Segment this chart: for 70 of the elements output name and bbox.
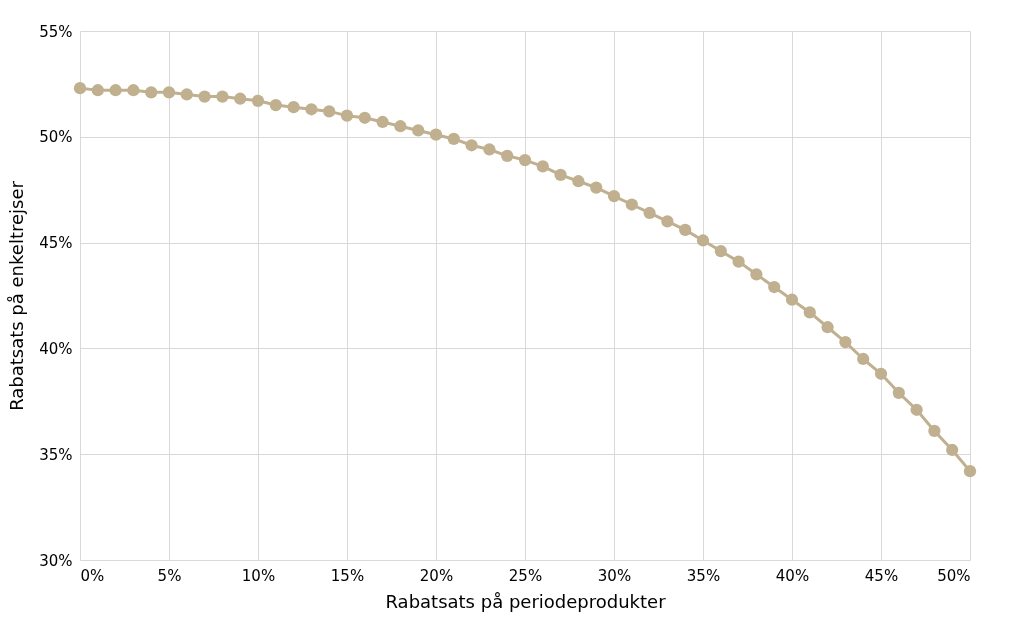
x-tick-label: 20% bbox=[419, 566, 454, 585]
point bbox=[180, 88, 193, 101]
point bbox=[839, 335, 852, 349]
point bbox=[785, 293, 799, 306]
point bbox=[234, 92, 247, 105]
point bbox=[679, 223, 692, 237]
x-tick-label: 25% bbox=[508, 566, 543, 585]
point bbox=[572, 175, 585, 188]
point bbox=[305, 103, 318, 116]
x-tick-label: 10% bbox=[241, 566, 276, 585]
y-tick-label: 35% bbox=[39, 445, 73, 464]
point bbox=[750, 268, 763, 281]
point bbox=[714, 244, 727, 258]
point bbox=[661, 215, 674, 228]
point bbox=[803, 306, 816, 319]
point bbox=[109, 84, 122, 97]
y-axis-title: Rabatsats på enkeltrejser bbox=[6, 180, 28, 411]
x-tick-label: 45% bbox=[864, 566, 899, 585]
x-axis-title: Rabatsats på periodeprodukter bbox=[385, 590, 667, 612]
point bbox=[73, 82, 87, 95]
point bbox=[554, 168, 567, 181]
point bbox=[501, 149, 514, 162]
y-tick-label: 55% bbox=[39, 22, 73, 41]
point bbox=[483, 143, 496, 156]
point bbox=[821, 321, 834, 334]
y-tick-label: 45% bbox=[39, 234, 73, 253]
point bbox=[910, 403, 923, 416]
point bbox=[162, 86, 176, 99]
point bbox=[625, 198, 638, 211]
point bbox=[127, 84, 140, 97]
point bbox=[696, 234, 710, 247]
point bbox=[340, 109, 354, 122]
point bbox=[145, 86, 158, 99]
x-tick-label: 5% bbox=[157, 566, 182, 585]
point bbox=[216, 90, 229, 103]
y-tick-label: 30% bbox=[39, 551, 73, 570]
point bbox=[607, 189, 621, 203]
x-tick-label: 30% bbox=[597, 566, 632, 585]
point bbox=[358, 111, 371, 124]
point bbox=[465, 139, 478, 152]
point bbox=[91, 84, 104, 97]
x-tick-label: 0% bbox=[80, 566, 105, 585]
point bbox=[323, 105, 336, 118]
x-tick-label: 50% bbox=[937, 566, 971, 585]
point bbox=[874, 367, 888, 380]
point bbox=[590, 181, 603, 194]
point bbox=[946, 443, 959, 457]
x-tick-label: 40% bbox=[775, 566, 810, 585]
y-tick-label: 50% bbox=[39, 128, 73, 147]
point bbox=[536, 160, 549, 173]
point bbox=[892, 386, 905, 399]
point bbox=[768, 280, 781, 294]
point bbox=[429, 128, 443, 141]
point bbox=[412, 124, 425, 137]
x-tick-label: 15% bbox=[330, 566, 365, 585]
point bbox=[376, 115, 389, 129]
point bbox=[857, 352, 870, 366]
point bbox=[287, 101, 300, 114]
y-tick-label: 40% bbox=[39, 339, 73, 358]
point bbox=[269, 98, 282, 112]
point bbox=[251, 94, 265, 107]
point bbox=[394, 120, 407, 133]
point bbox=[732, 255, 745, 268]
point bbox=[518, 153, 532, 167]
point bbox=[447, 132, 460, 146]
point bbox=[198, 90, 211, 103]
point bbox=[928, 424, 941, 438]
x-tick-label: 35% bbox=[686, 566, 721, 585]
point bbox=[643, 206, 656, 220]
point bbox=[963, 465, 977, 478]
